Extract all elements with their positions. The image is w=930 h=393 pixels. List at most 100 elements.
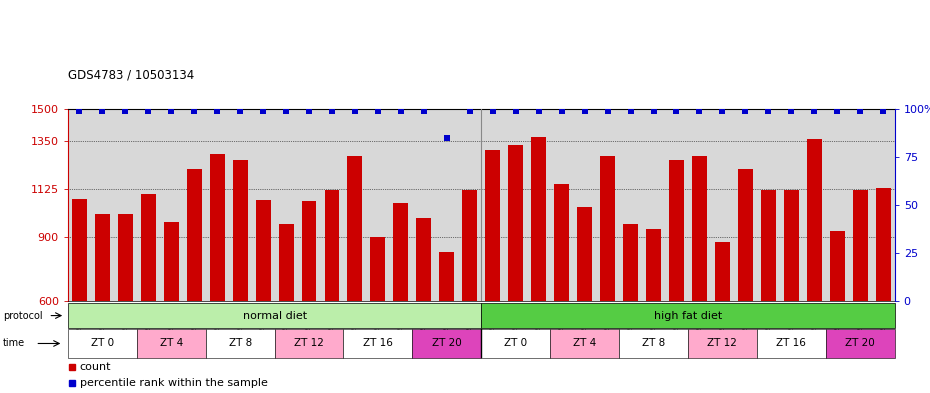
Text: ZT 16: ZT 16 [363, 338, 392, 349]
Bar [482, 329, 551, 358]
Text: normal diet: normal diet [243, 310, 307, 321]
Bar [325, 190, 339, 301]
Point [301, 108, 316, 114]
Bar [348, 156, 363, 301]
Point [761, 108, 776, 114]
Point [462, 108, 477, 114]
Point [830, 108, 844, 114]
Point [485, 108, 500, 114]
Bar [757, 329, 826, 358]
Point [853, 108, 868, 114]
Bar [370, 237, 385, 301]
Point [600, 108, 615, 114]
Bar [853, 190, 868, 301]
Text: GDS4783 / 10503134: GDS4783 / 10503134 [68, 68, 194, 81]
Bar [232, 160, 247, 301]
Bar [256, 200, 271, 301]
Bar [279, 224, 294, 301]
Bar [692, 156, 707, 301]
Bar [826, 329, 895, 358]
Bar [669, 160, 684, 301]
Bar [140, 195, 155, 301]
Text: count: count [79, 362, 111, 372]
Point [256, 108, 271, 114]
Text: ZT 12: ZT 12 [294, 338, 324, 349]
Bar [68, 303, 482, 328]
Point [876, 108, 891, 114]
Point [439, 134, 454, 141]
Bar [343, 329, 412, 358]
Bar [393, 203, 408, 301]
Bar [551, 329, 619, 358]
Point [232, 108, 247, 114]
Bar [482, 303, 895, 328]
Text: ZT 20: ZT 20 [432, 338, 461, 349]
Point [509, 108, 524, 114]
Bar [807, 139, 822, 301]
Bar [619, 329, 688, 358]
Point [531, 108, 546, 114]
Point [715, 108, 730, 114]
Point [95, 108, 110, 114]
Bar [439, 252, 454, 301]
Text: ZT 4: ZT 4 [573, 338, 596, 349]
Bar [531, 137, 546, 301]
Text: ZT 16: ZT 16 [777, 338, 806, 349]
Bar [876, 188, 891, 301]
Bar [509, 145, 524, 301]
Bar [623, 224, 638, 301]
Text: protocol: protocol [3, 310, 43, 321]
Bar [737, 169, 753, 301]
Bar [209, 154, 225, 301]
Point [72, 108, 86, 114]
Bar [187, 169, 202, 301]
Bar [412, 329, 482, 358]
Point [393, 108, 408, 114]
Text: percentile rank within the sample: percentile rank within the sample [79, 378, 268, 388]
Bar [164, 222, 179, 301]
Bar [274, 329, 343, 358]
Point [554, 108, 569, 114]
Bar [462, 190, 477, 301]
Point [140, 108, 155, 114]
Text: time: time [3, 338, 25, 349]
Text: ZT 12: ZT 12 [708, 338, 737, 349]
Bar [761, 190, 776, 301]
Point [646, 108, 661, 114]
Point [370, 108, 385, 114]
Text: ZT 20: ZT 20 [845, 338, 875, 349]
Point [737, 108, 752, 114]
Point [784, 108, 799, 114]
Point [279, 108, 294, 114]
Text: ZT 0: ZT 0 [504, 338, 527, 349]
Bar [784, 190, 799, 301]
Point [164, 108, 179, 114]
Text: ZT 8: ZT 8 [642, 338, 665, 349]
Bar [830, 231, 844, 301]
Bar [417, 218, 432, 301]
Bar [206, 329, 274, 358]
Bar [578, 207, 592, 301]
Bar [118, 214, 133, 301]
Point [623, 108, 638, 114]
Bar [137, 329, 206, 358]
Bar [485, 149, 500, 301]
Bar [646, 229, 661, 301]
Text: ZT 0: ZT 0 [91, 338, 113, 349]
Bar [688, 329, 757, 358]
Point [692, 108, 707, 114]
Point [325, 108, 339, 114]
Text: ZT 8: ZT 8 [229, 338, 252, 349]
Bar [95, 214, 110, 301]
Text: ZT 4: ZT 4 [160, 338, 183, 349]
Point [669, 108, 684, 114]
Bar [72, 199, 86, 301]
Point [417, 108, 432, 114]
Point [118, 108, 133, 114]
Point [807, 108, 822, 114]
Bar [68, 329, 137, 358]
Bar [600, 156, 615, 301]
Point [348, 108, 363, 114]
Point [187, 108, 202, 114]
Bar [554, 184, 569, 301]
